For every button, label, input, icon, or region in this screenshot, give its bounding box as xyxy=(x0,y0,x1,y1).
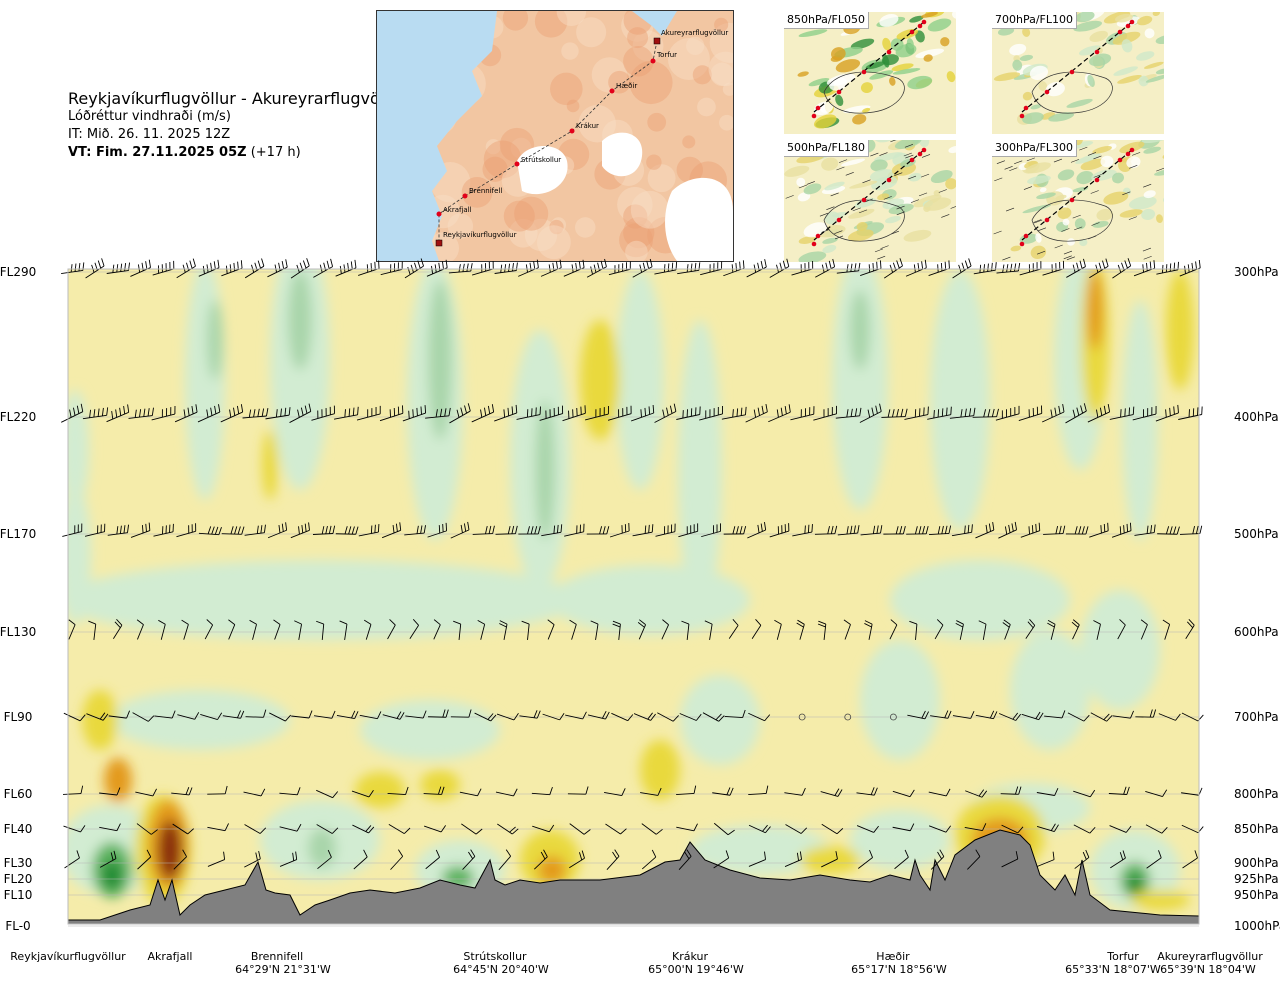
field-cell xyxy=(420,770,460,800)
location-name: Reykjavíkurflugvöllur xyxy=(10,950,126,963)
field-cell xyxy=(110,690,290,750)
pressure-level-label: 800hPa xyxy=(1234,787,1279,801)
flight-level-label: FL170 xyxy=(0,527,36,541)
location-labels: Reykjavíkurflugvöllur Akrafjall Brennifell… xyxy=(10,950,1263,976)
pressure-level-label: 500hPa xyxy=(1234,527,1279,541)
field-cell xyxy=(185,260,225,500)
field-cell xyxy=(288,270,312,370)
location-coord: 65°39'N 18°04'W xyxy=(1160,963,1256,976)
pressure-level-label: 900hPa xyxy=(1234,856,1279,870)
pressure-level-label: 600hPa xyxy=(1234,625,1279,639)
location-name: Strútskollur xyxy=(463,950,527,963)
pressure-level-label: 700hPa xyxy=(1234,710,1279,724)
field-cell xyxy=(355,772,405,808)
location-name: Hæðir xyxy=(876,950,910,963)
flight-level-label: FL290 xyxy=(0,265,36,279)
vertical-velocity-field xyxy=(59,230,1199,924)
field-cell xyxy=(1010,630,1090,750)
location-coord: 64°45'N 20°40'W xyxy=(453,963,549,976)
field-cell xyxy=(308,828,336,868)
pressure-level-label: 1000hPa xyxy=(1234,919,1280,933)
field-cell xyxy=(930,270,990,530)
flight-level-label: FL30 xyxy=(4,856,33,870)
location-name: Krákur xyxy=(672,950,708,963)
location-coord: 65°33'N 18°07'W xyxy=(1065,963,1161,976)
flight-level-label: FL20 xyxy=(4,872,33,886)
field-cell xyxy=(1087,270,1103,350)
field-cell xyxy=(800,846,860,874)
pressure-level-label: 400hPa xyxy=(1234,410,1279,424)
field-cell xyxy=(832,250,888,510)
pressure-level-label: 300hPa xyxy=(1234,265,1279,279)
field-cell xyxy=(82,690,118,750)
location-label: Reykjavíkurflugvöllur xyxy=(10,950,126,963)
pressure-level-label: 925hPa xyxy=(1234,872,1279,886)
field-cell xyxy=(1166,270,1194,390)
field-cell xyxy=(550,565,750,635)
field-cell xyxy=(1130,890,1190,910)
field-cell xyxy=(60,560,580,640)
field-cell xyxy=(616,270,664,490)
flight-level-label: FL10 xyxy=(4,888,33,902)
location-name: Akureyrarflugvöllur xyxy=(1157,950,1263,963)
field-cell xyxy=(850,290,870,370)
location-name: Torfur xyxy=(1106,950,1139,963)
location-label: Akrafjall xyxy=(148,950,193,963)
field-cell xyxy=(360,700,500,760)
field-cell xyxy=(535,400,555,540)
field-cell xyxy=(262,430,278,500)
location-name: Akrafjall xyxy=(148,950,193,963)
pressure-level-labels: 300hPa 400hPa 500hPa 600hPa 700hPa 800hPa 850h… xyxy=(1234,265,1280,933)
field-cell xyxy=(1080,590,1160,710)
flight-level-label: FL90 xyxy=(4,710,33,724)
pressure-level-label: 850hPa xyxy=(1234,822,1279,836)
flight-level-label: FL60 xyxy=(4,787,33,801)
field-cell xyxy=(1122,300,1158,540)
flight-level-label: FL130 xyxy=(0,625,36,639)
flight-level-label: FL40 xyxy=(4,822,33,836)
location-coord: 64°29'N 21°31'W xyxy=(235,963,331,976)
field-cell xyxy=(580,320,620,440)
pressure-level-label: 950hPa xyxy=(1234,888,1279,902)
flight-level-label: FL-0 xyxy=(5,919,30,933)
flight-level-labels: FL290 FL220 FL170 FL130 FL90 FL60 FL40 FL30 FL20… xyxy=(0,265,36,933)
flight-level-label: FL220 xyxy=(0,410,36,424)
field-cell xyxy=(1127,875,1143,895)
field-cell xyxy=(207,300,223,380)
location-coord: 65°00'N 19°46'W xyxy=(648,963,744,976)
field-cell xyxy=(860,640,940,760)
location-coord: 65°17'N 18°56'W xyxy=(851,963,947,976)
field-cell xyxy=(61,390,89,510)
field-cell xyxy=(104,758,132,802)
location-name: Brennifell xyxy=(251,950,303,963)
